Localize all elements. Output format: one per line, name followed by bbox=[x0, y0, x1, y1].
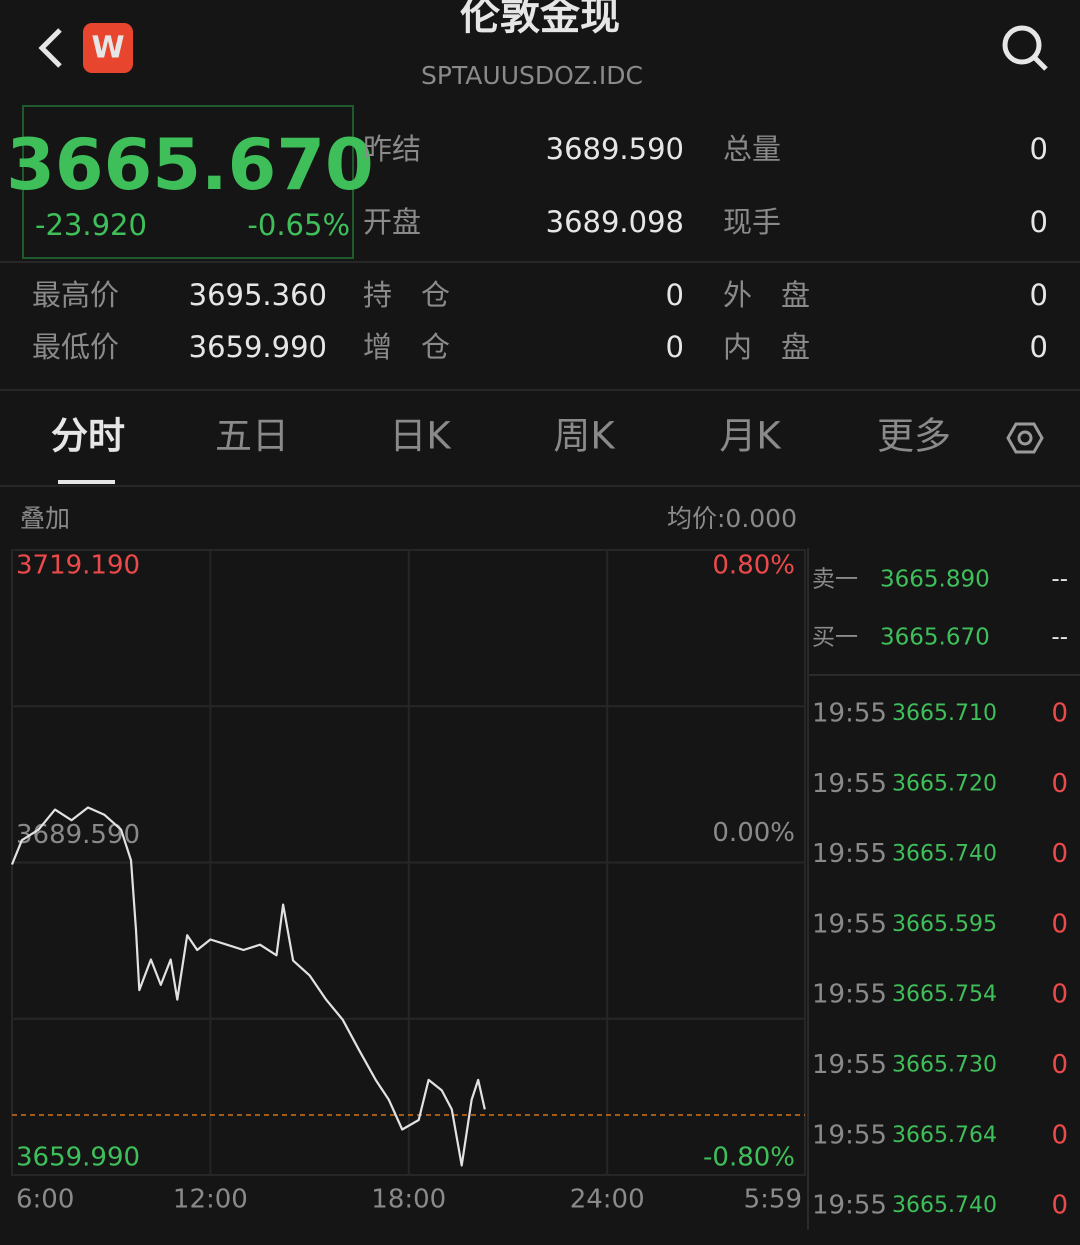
price-line bbox=[10, 806, 486, 1167]
quote-box bbox=[22, 105, 354, 259]
logo: W bbox=[91, 31, 124, 66]
trade-time: 19:55 bbox=[812, 769, 887, 799]
trade-volume: 0 bbox=[1051, 1050, 1068, 1080]
tab[interactable]: 分时 bbox=[51, 415, 125, 458]
x-tick-label: 18:00 bbox=[371, 1185, 446, 1215]
stat-value: 3689.098 bbox=[546, 205, 684, 239]
y2-tick-label: 0.00% bbox=[712, 818, 795, 848]
overlay-button[interactable]: 叠加 bbox=[20, 504, 70, 533]
y2-tick-label: -0.80% bbox=[703, 1143, 795, 1173]
trade-price: 3665.740 bbox=[892, 1193, 997, 1218]
y2-tick-label: 0.80% bbox=[712, 551, 795, 581]
tab[interactable]: 周K bbox=[553, 415, 616, 458]
search-button[interactable] bbox=[1002, 25, 1042, 65]
book-volume: -- bbox=[1051, 567, 1068, 593]
stat-value: 0 bbox=[1030, 330, 1048, 364]
trade-time: 19:55 bbox=[812, 1191, 887, 1221]
stat-label: 总量 bbox=[723, 132, 781, 166]
stat-label: 内 盘 bbox=[723, 330, 810, 364]
stat-label: 昨结 bbox=[363, 132, 421, 166]
trade-time: 19:55 bbox=[812, 699, 887, 729]
stat-value: 0 bbox=[1030, 132, 1048, 166]
trade-price: 3665.730 bbox=[892, 1053, 997, 1078]
stat-label: 现手 bbox=[723, 205, 781, 239]
tab[interactable]: 更多 bbox=[877, 415, 951, 458]
stat-value: 3689.590 bbox=[546, 132, 684, 166]
trade-volume: 0 bbox=[1051, 980, 1068, 1010]
tab[interactable]: 五日 bbox=[215, 415, 289, 458]
x-tick-label: 5:59 bbox=[744, 1185, 802, 1215]
trade-volume: 0 bbox=[1051, 769, 1068, 799]
stat-label: 最高价 bbox=[32, 278, 119, 312]
y-tick-label: 3659.990 bbox=[16, 1143, 140, 1173]
stat-value: 0 bbox=[1030, 205, 1048, 239]
trade-price: 3665.754 bbox=[892, 982, 997, 1007]
y-tick-label: 3719.190 bbox=[16, 551, 140, 581]
tab[interactable]: 日K bbox=[389, 415, 452, 458]
trade-time: 19:55 bbox=[812, 980, 887, 1010]
stat-label: 最低价 bbox=[32, 330, 119, 364]
stat-value: 3695.360 bbox=[189, 278, 327, 312]
stat-label: 持 仓 bbox=[363, 278, 450, 312]
trade-price: 3665.595 bbox=[892, 912, 997, 937]
book-label: 卖一 bbox=[812, 567, 858, 593]
title: 伦敦金现 bbox=[460, 0, 620, 39]
stat-value: 3659.990 bbox=[189, 330, 327, 364]
trade-volume: 0 bbox=[1051, 909, 1068, 939]
avg-price: 均价:0.000 bbox=[667, 504, 797, 533]
tab[interactable]: 月K bbox=[719, 415, 782, 458]
stat-value: 0 bbox=[666, 330, 684, 364]
stat-value: 0 bbox=[666, 278, 684, 312]
trade-volume: 0 bbox=[1051, 1120, 1068, 1150]
book-price: 3665.890 bbox=[880, 567, 990, 593]
settings-icon[interactable] bbox=[1017, 430, 1033, 446]
trade-time: 19:55 bbox=[812, 839, 887, 869]
x-tick-label: 6:00 bbox=[16, 1185, 74, 1215]
price: 3665.670 bbox=[6, 124, 374, 206]
settings-icon-frame bbox=[1006, 422, 1044, 454]
trade-volume: 0 bbox=[1051, 699, 1068, 729]
trade-volume: 0 bbox=[1051, 1191, 1068, 1221]
stat-label: 开盘 bbox=[363, 205, 421, 239]
stat-value: 0 bbox=[1030, 278, 1048, 312]
search-handle bbox=[1032, 55, 1048, 71]
stat-label: 增 仓 bbox=[363, 330, 450, 364]
trade-volume: 0 bbox=[1051, 839, 1068, 869]
trade-price: 3665.720 bbox=[892, 771, 997, 796]
x-tick-label: 12:00 bbox=[173, 1185, 248, 1215]
book-price: 3665.670 bbox=[880, 625, 990, 651]
trade-time: 19:55 bbox=[812, 909, 887, 939]
book-label: 买一 bbox=[812, 625, 858, 651]
change: -23.920 bbox=[35, 208, 147, 242]
logo-badge bbox=[83, 23, 133, 73]
code: SPTAUUSDOZ.IDC bbox=[421, 61, 643, 90]
trade-price: 3665.764 bbox=[892, 1123, 997, 1148]
trade-price: 3665.740 bbox=[892, 842, 997, 867]
trade-time: 19:55 bbox=[812, 1050, 887, 1080]
book-volume: -- bbox=[1051, 625, 1068, 651]
stat-label: 外 盘 bbox=[723, 278, 810, 312]
change-pct: -0.65% bbox=[247, 208, 350, 242]
trade-time: 19:55 bbox=[812, 1120, 887, 1150]
trade-price: 3665.710 bbox=[892, 701, 997, 726]
tab-underline bbox=[58, 480, 115, 484]
y-tick-label: 3689.590 bbox=[16, 820, 140, 850]
back-button[interactable] bbox=[38, 28, 62, 68]
x-tick-label: 24:00 bbox=[570, 1185, 645, 1215]
